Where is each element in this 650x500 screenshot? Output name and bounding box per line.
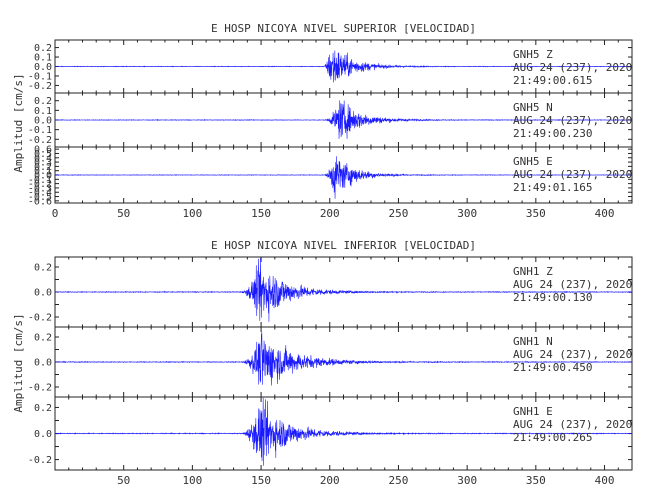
x-tick-label: 200 (320, 207, 340, 220)
y-tick-label: 0.0 (34, 429, 52, 440)
waveform-trace (54, 100, 633, 139)
y-tick-label: -0.2 (28, 313, 52, 324)
y-tick-label: -0.2 (28, 81, 52, 92)
y-tick-label: -0.1 (28, 175, 52, 186)
y-tick-label: -0.2 (28, 135, 52, 146)
station-label-line: GNH1 N (513, 335, 553, 348)
y-tick-label: -0.1 (28, 125, 52, 136)
y-tick-label: -0.2 (28, 383, 52, 394)
waveform-trace (54, 156, 633, 199)
station-label-line: 21:49:00.265 (513, 431, 592, 444)
y-tick-label: 0.0 (34, 171, 52, 182)
waveform-trace (54, 50, 633, 83)
y-tick-label: -0.1 (28, 71, 52, 82)
x-tick-label: 300 (457, 474, 477, 487)
chart-block-2: E HOSP NICOYA NIVEL INFERIOR [VELOCIDAD]… (12, 239, 633, 487)
y-tick-label: -0.6 (28, 196, 52, 207)
x-tick-label: 300 (457, 207, 477, 220)
y-tick-label: 0.2 (34, 162, 52, 173)
y-tick-label: 0.6 (34, 145, 52, 156)
station-label-line: AUG 24 (237), 2020 (513, 168, 632, 181)
x-tick-label: 250 (389, 474, 409, 487)
station-label-line: GNH5 N (513, 101, 553, 114)
y-tick-label: 0.0 (34, 358, 52, 369)
station-label-line: AUG 24 (237), 2020 (513, 278, 632, 291)
x-tick-label: 200 (320, 474, 340, 487)
station-label-line: GNH1 E (513, 405, 553, 418)
chart-title: E HOSP NICOYA NIVEL INFERIOR [VELOCIDAD] (211, 239, 476, 252)
y-tick-label: 0.0 (34, 288, 52, 299)
y-tick-label: 0.2 (34, 403, 52, 414)
x-tick-label: 50 (117, 474, 130, 487)
x-tick-label: 100 (182, 474, 202, 487)
station-label-line: GNH5 Z (513, 48, 553, 61)
station-label-line: 21:49:00.230 (513, 127, 592, 140)
y-tick-label: 0.0 (34, 116, 52, 127)
y-tick-label: 0.0 (34, 62, 52, 73)
station-label-line: 21:49:00.450 (513, 361, 592, 374)
station-label-line: GNH1 Z (513, 265, 553, 278)
y-tick-label: 0.4 (34, 153, 52, 164)
x-tick-label: 100 (182, 207, 202, 220)
station-label-line: 21:49:01.165 (513, 181, 592, 194)
x-tick-label: 400 (595, 474, 615, 487)
x-tick-label: 50 (117, 207, 130, 220)
station-label-line: 21:49:00.615 (513, 74, 592, 87)
station-label-line: 21:49:00.130 (513, 291, 592, 304)
y-tick-label: 0.5 (34, 149, 52, 160)
y-tick-label: 0.2 (34, 263, 52, 274)
y-tick-label: -0.2 (28, 455, 52, 466)
waveform-trace (54, 397, 633, 466)
station-label-line: AUG 24 (237), 2020 (513, 348, 632, 361)
station-label-line: AUG 24 (237), 2020 (513, 114, 632, 127)
waveform-trace (54, 257, 633, 322)
y-axis-label: Amplitud [cm/s] (12, 73, 25, 172)
station-label-line: AUG 24 (237), 2020 (513, 418, 632, 431)
y-tick-label: 0.2 (34, 43, 52, 54)
x-tick-label: 350 (526, 207, 546, 220)
y-tick-label: 0.3 (34, 158, 52, 169)
y-tick-label: -0.3 (28, 183, 52, 194)
y-tick-label: 0.2 (34, 333, 52, 344)
x-tick-label: 150 (251, 474, 271, 487)
y-tick-label: -0.5 (28, 192, 52, 203)
chart-block-1: E HOSP NICOYA NIVEL SUPERIOR [VELOCIDAD]… (12, 22, 633, 220)
x-tick-label: 250 (389, 207, 409, 220)
y-tick-label: -0.4 (28, 188, 52, 199)
station-label-line: AUG 24 (237), 2020 (513, 61, 632, 74)
y-tick-label: 0.1 (34, 53, 52, 64)
x-tick-label: 150 (251, 207, 271, 220)
y-tick-label: -0.2 (28, 179, 52, 190)
y-tick-label: 0.2 (34, 96, 52, 107)
y-tick-label: 0.1 (34, 106, 52, 117)
station-label-line: GNH5 E (513, 155, 553, 168)
y-tick-label: 0.1 (34, 166, 52, 177)
x-tick-label: 350 (526, 474, 546, 487)
x-tick-label: 400 (595, 207, 615, 220)
waveform-trace (54, 331, 633, 386)
trace-panel-gnh5-e: -0.6-0.5-0.4-0.3-0.2-0.10.00.10.20.30.40… (28, 145, 633, 207)
x-tick-label: 0 (52, 207, 59, 220)
chart-title: E HOSP NICOYA NIVEL SUPERIOR [VELOCIDAD] (211, 22, 476, 35)
y-axis-label: Amplitud [cm/s] (12, 313, 25, 412)
